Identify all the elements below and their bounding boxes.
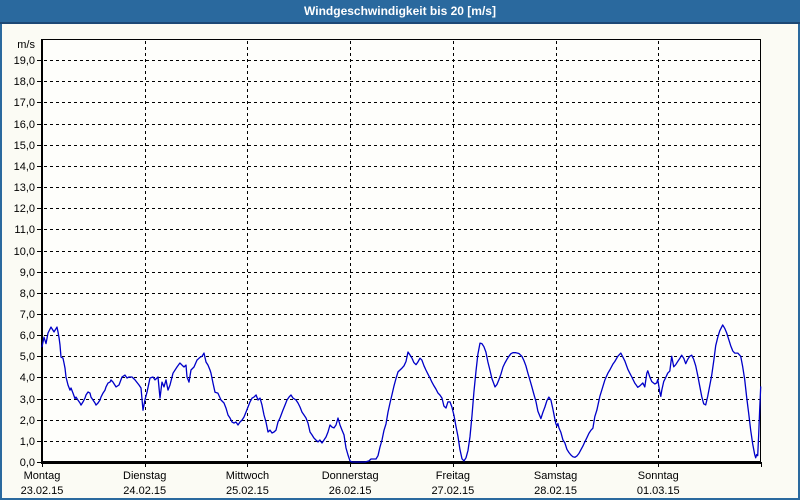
day-date-label: 25.02.15 [226, 485, 269, 497]
day-name-label: Dienstag [123, 470, 166, 482]
day-name-label: Mittwoch [226, 470, 269, 482]
day-name-label: Freitag [436, 470, 470, 482]
day-date-label: 01.03.15 [637, 485, 680, 497]
y-tick-label: 16,0 [14, 119, 35, 131]
y-tick-label: 1,0 [20, 436, 35, 448]
y-tick-label: 6,0 [20, 330, 35, 342]
day-name-label: Samstag [534, 470, 577, 482]
y-tick-label: 5,0 [20, 351, 35, 363]
day-name-label: Donnerstag [322, 470, 379, 482]
y-tick-label: 14,0 [14, 161, 35, 173]
day-date-label: 28.02.15 [534, 485, 577, 497]
y-tick-label: 11,0 [14, 224, 35, 236]
y-tick-label: 4,0 [20, 372, 35, 384]
day-date-label: 23.02.15 [21, 485, 64, 497]
y-tick-label: 13,0 [14, 182, 35, 194]
y-tick-label: 0,0 [20, 457, 35, 469]
window-title: Windgeschwindigkeit bis 20 [m/s] [304, 4, 496, 18]
y-axis-unit-label: m/s [17, 39, 35, 51]
y-tick-label: 17,0 [14, 97, 35, 109]
y-tick-label: 8,0 [20, 288, 35, 300]
window-titlebar: Windgeschwindigkeit bis 20 [m/s] [0, 0, 800, 24]
day-name-label: Montag [24, 470, 61, 482]
y-tick-label: 12,0 [14, 203, 35, 215]
y-tick-label: 7,0 [20, 309, 35, 321]
y-tick-label: 2,0 [20, 415, 35, 427]
wind-speed-line [41, 324, 762, 463]
day-date-label: 27.02.15 [431, 485, 474, 497]
day-name-label: Sonntag [638, 470, 679, 482]
plot-area [42, 39, 761, 462]
day-date-label: 24.02.15 [123, 485, 166, 497]
y-tick-label: 10,0 [14, 246, 35, 258]
day-date-label: 26.02.15 [329, 485, 372, 497]
y-tick-label: 3,0 [20, 394, 35, 406]
y-tick-label: 9,0 [20, 267, 35, 279]
y-tick-label: 15,0 [14, 140, 35, 152]
y-tick-label: 19,0 [14, 55, 35, 67]
y-tick-label: 18,0 [14, 76, 35, 88]
